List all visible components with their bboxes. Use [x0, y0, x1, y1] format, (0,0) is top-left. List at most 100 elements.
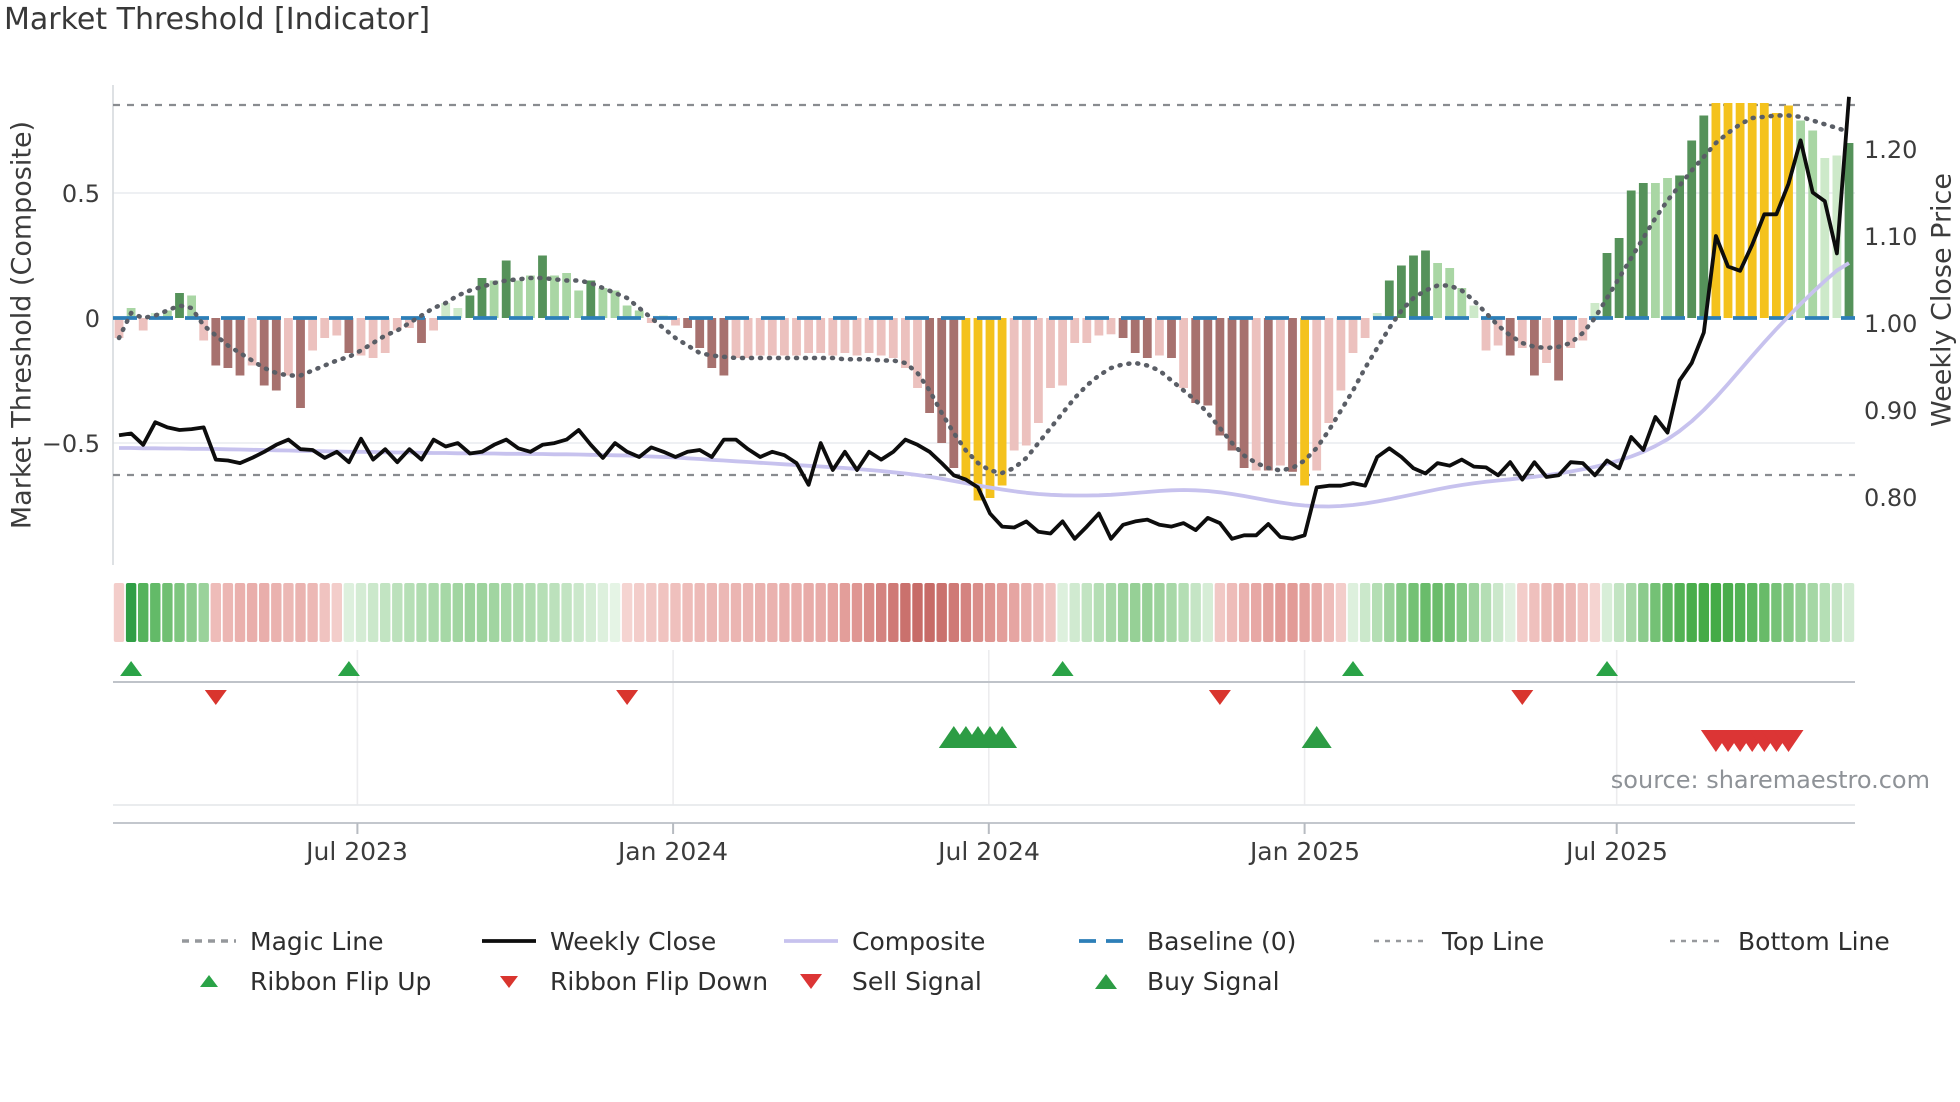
ribbon-cell [1081, 583, 1092, 642]
ribbon-cell [1178, 583, 1189, 642]
threshold-bar [1517, 318, 1527, 348]
ribbon-cell [537, 583, 548, 642]
ribbon-cell [1492, 583, 1504, 642]
ribbon-cell [549, 583, 560, 642]
threshold-bar [465, 295, 475, 318]
threshold-bar [1082, 318, 1092, 343]
top-line-swatch-icon [1374, 939, 1428, 943]
threshold-bar [1348, 318, 1358, 353]
legend-item-top-line: Top Line [1372, 927, 1544, 956]
threshold-bar [513, 280, 523, 318]
threshold-bar [1687, 140, 1697, 318]
ribbon-cell [912, 583, 923, 642]
ribbon-flip-up-marker [120, 661, 143, 676]
threshold-bar [356, 318, 366, 356]
threshold-bar [767, 318, 777, 356]
threshold-bar [925, 318, 934, 413]
threshold-bar [816, 318, 826, 353]
threshold-bar [913, 318, 922, 388]
threshold-bar [1493, 318, 1503, 346]
threshold-bar [1614, 238, 1624, 318]
ribbon-cell [1057, 583, 1068, 642]
threshold-bar [671, 318, 680, 326]
x-tick-1: Jan 2024 [616, 837, 728, 866]
ribbon-cell [271, 583, 282, 642]
ribbon-cell [138, 583, 149, 642]
threshold-bar [1747, 103, 1757, 318]
threshold-bar [743, 318, 753, 358]
legend-item-sell-signal: Sell Signal [782, 966, 982, 996]
ribbon-cell [404, 583, 415, 642]
threshold-bar [707, 318, 717, 368]
ribbon-cell [174, 583, 185, 642]
threshold-bar [1215, 318, 1225, 436]
ribbon-cell [1759, 583, 1770, 642]
ribbon-cell [1517, 583, 1528, 642]
ribbon-cell [1831, 583, 1843, 642]
threshold-bar [985, 318, 995, 498]
ribbon-cell [767, 583, 778, 642]
threshold-bar [1155, 318, 1164, 356]
ribbon-cell [1033, 583, 1044, 642]
threshold-bar [235, 318, 245, 376]
threshold-bar [489, 280, 499, 318]
magic-line [116, 113, 1852, 476]
gridlines [113, 192, 1855, 444]
threshold-bar [1227, 318, 1237, 451]
ribbon-cell [343, 583, 355, 642]
ribbon-cell [1819, 583, 1830, 642]
threshold-bar [864, 318, 874, 353]
threshold-bar [731, 318, 741, 358]
ribbon-cell [682, 583, 693, 642]
threshold-bar [1626, 190, 1636, 318]
ribbon-cell [1565, 583, 1576, 642]
magic-line-swatch-icon [182, 939, 236, 943]
right-tick-1: 1.10 [1864, 223, 1917, 251]
ribbon-cell [1045, 583, 1056, 642]
legend-label: Sell Signal [852, 966, 982, 996]
right-tick-0: 1.20 [1864, 136, 1917, 164]
threshold-bar [1384, 280, 1394, 318]
threshold-bar [1046, 318, 1055, 388]
threshold-bar [308, 318, 317, 351]
ribbon-cell [392, 583, 403, 642]
ribbon-cell [1069, 583, 1080, 642]
ribbon-cell [1226, 583, 1238, 642]
threshold-bar [852, 318, 862, 356]
threshold-bar [695, 318, 705, 348]
legend-label: Magic Line [250, 926, 384, 956]
legend-item-weekly-close: Weekly Close [480, 927, 716, 956]
legend-label: Composite [852, 926, 986, 956]
threshold-bar [1505, 318, 1515, 356]
ribbon-cell [718, 583, 730, 642]
ribbon-flip-down-marker [1511, 690, 1534, 705]
ribbon-cell [936, 583, 947, 642]
threshold-bar [211, 318, 221, 366]
ribbon-cell [888, 583, 899, 642]
ribbon-cell [476, 583, 488, 642]
ribbon-flip-up-marker [337, 661, 360, 676]
threshold-bar [247, 318, 257, 366]
ribbon-cell [1795, 583, 1806, 642]
ribbon-flip-down-marker [616, 690, 639, 705]
threshold-bar [1324, 318, 1334, 423]
threshold-bar [997, 318, 1007, 486]
ribbon-cell [380, 583, 391, 642]
threshold-bar [1300, 318, 1309, 486]
ribbon-cell [319, 583, 330, 642]
ribbon-cell [162, 583, 173, 642]
legend-item-baseline: Baseline (0) [1077, 927, 1296, 956]
threshold-bar [501, 260, 511, 318]
ribbon-cell [1384, 583, 1395, 642]
ribbon-cell [1117, 583, 1129, 642]
ribbon-cell [851, 583, 863, 642]
composite-swatch-icon [784, 939, 838, 943]
threshold-bar [1675, 175, 1684, 318]
ribbon-cell [1009, 583, 1020, 642]
ribbon-cell [621, 583, 633, 642]
x-tick-2: Jul 2024 [936, 837, 1040, 866]
ribbon-cell [1674, 583, 1685, 642]
threshold-bar [1167, 318, 1176, 358]
threshold-bar [719, 318, 729, 376]
ribbon-flip-up-icon [200, 975, 218, 987]
